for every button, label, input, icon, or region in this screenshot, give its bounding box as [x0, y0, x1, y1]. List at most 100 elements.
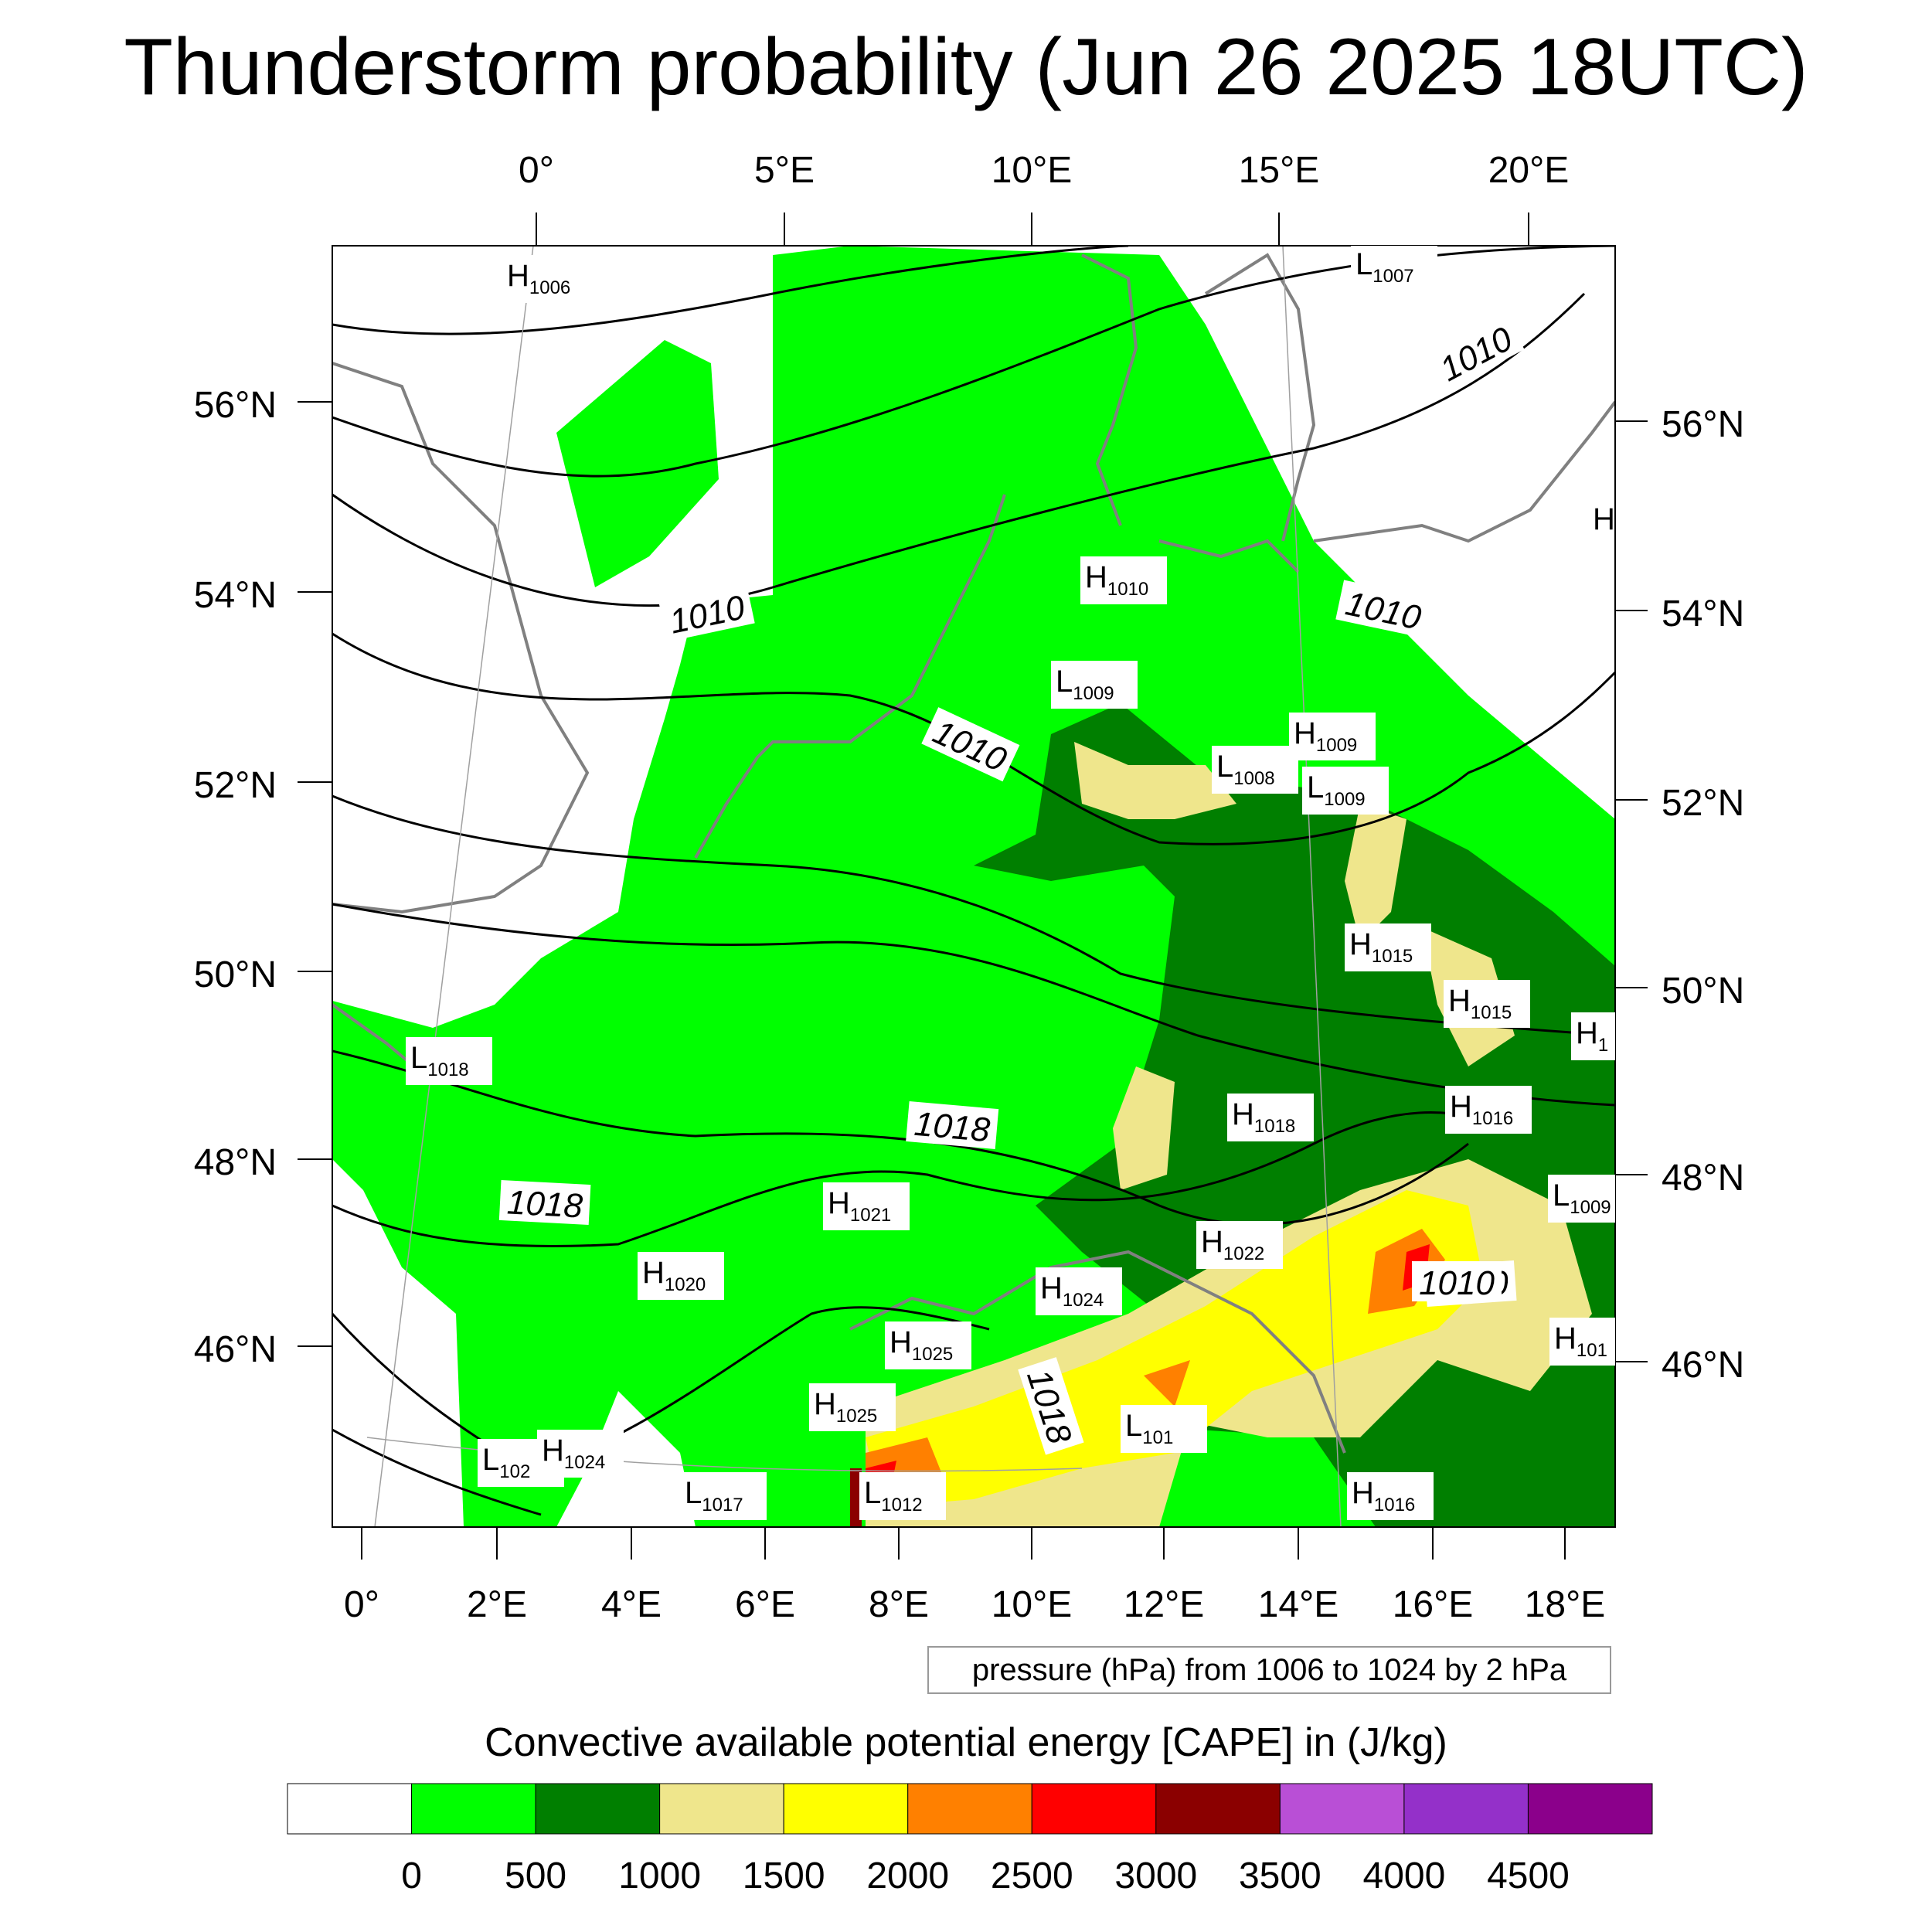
bottom-lon-label: 0°: [344, 1584, 379, 1625]
colorbar-swatch: [535, 1783, 661, 1835]
svg-text:H1021: H1021: [828, 1186, 891, 1226]
svg-text:L102: L102: [482, 1443, 530, 1482]
low-pressure-marker: L101: [1121, 1405, 1207, 1453]
high-pressure-marker: H1016: [1445, 1086, 1532, 1134]
colorbar-swatch: [411, 1783, 536, 1835]
svg-text:L1009: L1009: [1307, 770, 1366, 810]
bottom-lon-label: 4°E: [601, 1584, 662, 1625]
colorbar-tick-label: 1500: [743, 1855, 825, 1896]
left-lat-label: 50°N: [194, 954, 277, 995]
colorbar-swatch: [783, 1783, 909, 1835]
left-lat-label: 56°N: [194, 385, 277, 426]
svg-text:H1025: H1025: [814, 1387, 877, 1427]
high-pressure-marker: H101: [1549, 1318, 1615, 1366]
cape-area-0-500-north2: [850, 246, 1121, 495]
low-pressure-marker: L1008: [1212, 746, 1298, 794]
cape-area-0-500-north: [556, 340, 719, 587]
top-lon-label: 20°E: [1488, 150, 1570, 191]
colorbar-swatch: [1527, 1783, 1653, 1835]
svg-text:L1009: L1009: [1056, 665, 1114, 704]
bottom-lon-labels: 0° 2°E 4°E 6°E 8°E 10°E 12°E 14°E 16°E 1…: [344, 1584, 1605, 1625]
high-pressure-marker: H1018: [1227, 1094, 1314, 1141]
colorbar-tick-label: 0: [401, 1855, 422, 1896]
high-pressure-marker: H1015: [1345, 923, 1431, 971]
left-lat-label: 46°N: [194, 1329, 277, 1370]
colorbar-tick-label: 2000: [866, 1855, 949, 1896]
top-lon-labels: 0° 5°E 10°E 15°E 20°E: [519, 150, 1569, 191]
low-pressure-marker: L1007: [1351, 246, 1437, 291]
top-ticks: [536, 213, 1529, 246]
high-pressure-marker: H1010: [1080, 556, 1167, 604]
colorbar-swatch: [1279, 1783, 1405, 1835]
left-lat-label: 54°N: [194, 575, 277, 616]
left-ticks: [298, 401, 332, 1347]
isobar-label: 1018: [498, 1180, 591, 1226]
svg-text:H1015: H1015: [1349, 927, 1413, 967]
svg-text:H1015: H1015: [1448, 984, 1512, 1023]
top-lon-label: 5°E: [754, 150, 815, 191]
svg-text:L1012: L1012: [864, 1476, 923, 1515]
colorbar-tick-label: 4000: [1363, 1855, 1446, 1896]
pressure-note: pressure (hPa) from 1006 to 1024 by 2 hP…: [927, 1646, 1611, 1694]
colorbar-swatch: [659, 1783, 784, 1835]
right-lat-label: 48°N: [1662, 1158, 1744, 1199]
svg-text:H1009: H1009: [1294, 716, 1357, 756]
isobar-label: 1018: [906, 1101, 999, 1149]
graticule: [366, 245, 1342, 1528]
high-pressure-marker: H1: [1571, 1012, 1615, 1060]
bottom-lon-label: 14°E: [1258, 1584, 1339, 1625]
high-pressure-marker: H: [1588, 498, 1615, 546]
svg-text:H: H: [1593, 502, 1615, 536]
left-lat-label: 52°N: [194, 765, 277, 806]
colorbar-labels: 0 500 1000 1500 2000 2500 3000 3500 4000 4500: [401, 1855, 1570, 1896]
right-lat-label: 52°N: [1662, 783, 1744, 824]
left-lat-label: 48°N: [194, 1142, 277, 1183]
right-lat-label: 54°N: [1662, 594, 1744, 634]
svg-text:L1018: L1018: [410, 1041, 469, 1080]
high-pressure-marker: H1024: [1036, 1267, 1122, 1315]
map-title: Thunderstorm probability (Jun 26 2025 18…: [124, 22, 1808, 112]
svg-text:L1009: L1009: [1553, 1179, 1611, 1218]
right-lat-labels: 56°N 54°N 52°N 50°N 48°N 46°N: [1662, 404, 1744, 1386]
bottom-lon-label: 6°E: [735, 1584, 795, 1625]
bottom-lon-label: 18°E: [1525, 1584, 1606, 1625]
top-lon-label: 15°E: [1239, 150, 1320, 191]
colorbar-swatch: [1155, 1783, 1281, 1835]
cape-area-1000-1500-c: [1345, 804, 1406, 943]
colorbar: [287, 1783, 1653, 1835]
bottom-lon-label: 2°E: [467, 1584, 527, 1625]
high-pressure-marker: H1022: [1196, 1221, 1283, 1269]
right-lat-label: 56°N: [1662, 404, 1744, 445]
colorbar-tick-label: 500: [505, 1855, 566, 1896]
colorbar-tick-label: 1000: [618, 1855, 701, 1896]
high-pressure-marker: H1025: [885, 1321, 971, 1369]
colorbar-swatch: [1031, 1783, 1157, 1835]
isobar-label: 1010: [1412, 1261, 1502, 1302]
svg-text:L1017: L1017: [685, 1476, 743, 1515]
svg-text:H1010: H1010: [1085, 560, 1148, 600]
colorbar-tick-label: 3000: [1114, 1855, 1197, 1896]
svg-text:H1025: H1025: [889, 1325, 953, 1365]
high-pressure-marker: H1009: [1289, 713, 1376, 760]
colorbar-tick-label: 3500: [1239, 1855, 1321, 1896]
svg-text:H1024: H1024: [1040, 1271, 1104, 1311]
high-pressure-marker: H1006: [502, 255, 589, 303]
svg-text:1018: 1018: [506, 1183, 584, 1225]
svg-text:H1024: H1024: [542, 1434, 605, 1473]
left-lat-labels: 56°N 54°N 52°N 50°N 48°N 46°N: [194, 385, 277, 1370]
svg-text:H1006: H1006: [507, 259, 570, 298]
svg-text:H1022: H1022: [1201, 1225, 1264, 1264]
svg-text:L1007: L1007: [1355, 247, 1414, 287]
colorbar-tick-label: 4500: [1487, 1855, 1570, 1896]
svg-text:H1016: H1016: [1450, 1090, 1513, 1129]
plot-frame: [332, 245, 1616, 1528]
bottom-lon-label: 12°E: [1124, 1584, 1205, 1625]
top-lon-label: 0°: [519, 150, 554, 191]
right-ticks: [1615, 420, 1648, 1362]
svg-text:H1: H1: [1576, 1016, 1608, 1056]
svg-text:L1008: L1008: [1216, 750, 1275, 789]
colorbar-tick-label: 2500: [991, 1855, 1073, 1896]
right-lat-label: 50°N: [1662, 971, 1744, 1012]
svg-text:1010: 1010: [1419, 1264, 1495, 1302]
